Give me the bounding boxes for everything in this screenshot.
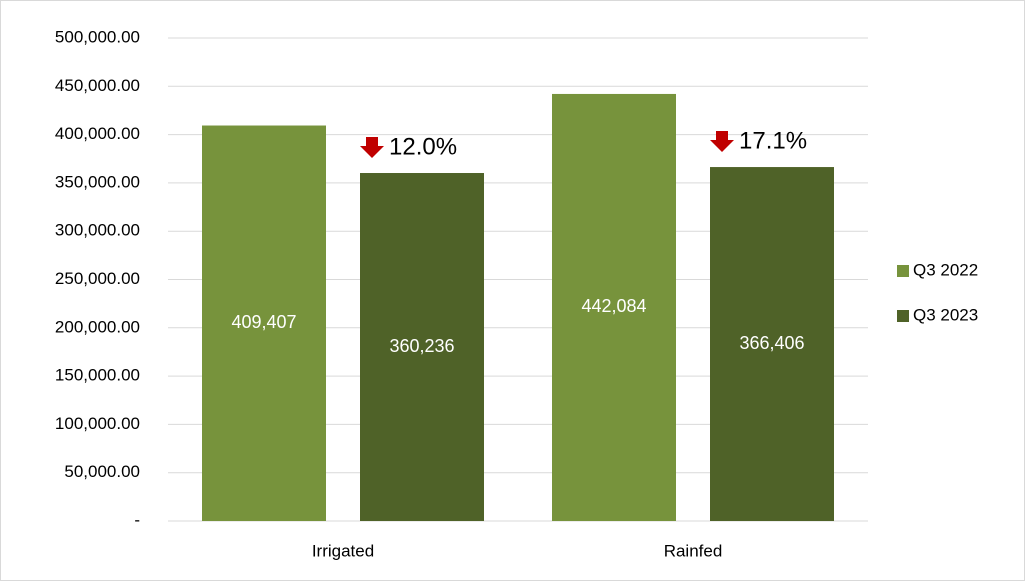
y-tick-label: 150,000.00 [55, 366, 140, 385]
y-tick-label: - [134, 510, 140, 529]
y-tick-label: 500,000.00 [55, 27, 140, 46]
y-tick-label: 100,000.00 [55, 414, 140, 433]
y-tick-label: 450,000.00 [55, 76, 140, 95]
y-tick-label: 300,000.00 [55, 221, 140, 240]
legend-label: Q3 2022 [913, 260, 978, 279]
legend-label: Q3 2023 [913, 305, 978, 324]
bar [710, 167, 834, 521]
bar [552, 93, 676, 522]
annotation: 17.1% [739, 127, 807, 154]
y-tick-label: 350,000.00 [55, 172, 140, 191]
x-tick-label: Irrigated [312, 541, 374, 560]
y-tick-label: 50,000.00 [64, 462, 140, 481]
down-arrow [360, 137, 384, 159]
x-tick-label: Rainfed [664, 541, 723, 560]
bar [202, 125, 326, 521]
value-label: 442,084 [581, 296, 646, 316]
y-tick-label: 200,000.00 [55, 317, 140, 336]
value-label: 366,406 [739, 333, 804, 353]
bar [360, 173, 484, 521]
value-label: 360,236 [389, 336, 454, 356]
down-arrow [710, 131, 734, 153]
legend-swatch [897, 310, 909, 322]
legend-swatch [897, 265, 909, 277]
value-label: 409,407 [231, 312, 296, 332]
y-tick-label: 250,000.00 [55, 269, 140, 288]
annotation: 12.0% [389, 133, 457, 160]
y-tick-label: 400,000.00 [55, 124, 140, 143]
